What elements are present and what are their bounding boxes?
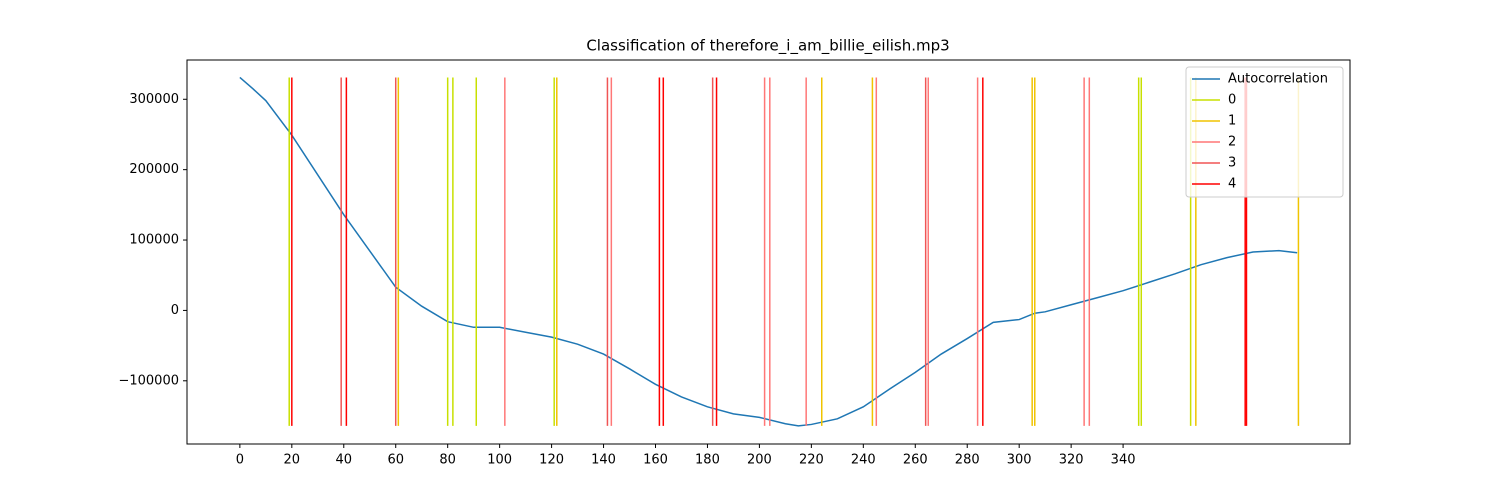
x-tick-label: 280 bbox=[955, 453, 980, 468]
x-tick-label: 180 bbox=[695, 453, 720, 468]
legend-label: Autocorrelation bbox=[1228, 72, 1328, 87]
x-tick-label: 240 bbox=[851, 453, 876, 468]
x-tick-label: 100 bbox=[487, 453, 512, 468]
x-tick-label: 120 bbox=[539, 453, 564, 468]
x-tick-label: 260 bbox=[903, 453, 928, 468]
legend-label: 4 bbox=[1228, 177, 1236, 192]
x-tick-label: 220 bbox=[799, 453, 824, 468]
legend-label: 1 bbox=[1228, 114, 1236, 129]
x-tick-label: 140 bbox=[591, 453, 616, 468]
plot-frame bbox=[186, 59, 1351, 445]
x-tick-label: 160 bbox=[643, 453, 668, 468]
x-tick-label: 200 bbox=[747, 453, 772, 468]
y-tick-label: 200000 bbox=[129, 162, 179, 177]
y-tick-label: 0 bbox=[171, 303, 179, 318]
legend-label: 0 bbox=[1228, 93, 1236, 108]
x-tick-label: 40 bbox=[335, 453, 352, 468]
legend-label: 3 bbox=[1228, 156, 1236, 171]
x-tick-label: 300 bbox=[1007, 453, 1032, 468]
legend-box bbox=[1185, 66, 1344, 198]
x-tick-label: 320 bbox=[1059, 453, 1084, 468]
y-tick-label: −100000 bbox=[118, 373, 179, 388]
x-tick-label: 80 bbox=[439, 453, 456, 468]
y-tick-label: 100000 bbox=[129, 233, 179, 248]
x-tick-label: 340 bbox=[1111, 453, 1136, 468]
y-tick-label: 300000 bbox=[129, 92, 179, 107]
x-tick-label: 20 bbox=[284, 453, 301, 468]
chart-title: Classification of therefore_i_am_billie_… bbox=[586, 37, 949, 56]
x-tick-label: 0 bbox=[236, 453, 244, 468]
x-tick-label: 60 bbox=[387, 453, 404, 468]
legend-label: 2 bbox=[1228, 135, 1236, 150]
